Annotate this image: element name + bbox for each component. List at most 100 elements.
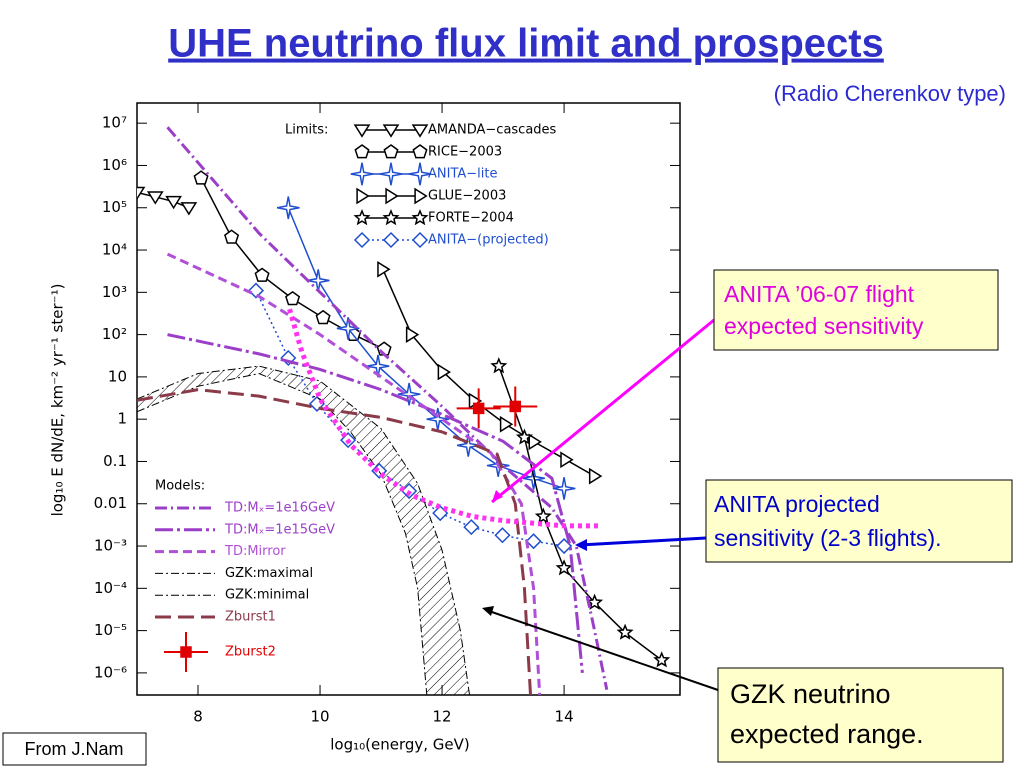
marker [499, 415, 514, 433]
legend-label: FORTE−2004 [428, 211, 514, 226]
marker [180, 202, 198, 216]
legend-label: ANITA−(projected) [428, 233, 549, 248]
legend-marker [412, 144, 428, 159]
y-tick-label: 10⁻³ [94, 537, 127, 555]
axes: 8 10 12 14 10⁷ 10⁶ 10⁵ 10⁴ 10³ 10² 10 1 0.1 0.01 10⁻³ 1… [94, 103, 680, 726]
callout-arrow [579, 536, 707, 547]
credit-box [2, 732, 147, 766]
marker [336, 317, 360, 340]
legend-marker [383, 144, 399, 159]
legend-label: Zburst1 [225, 610, 276, 625]
legend-marker [382, 231, 400, 249]
marker [276, 196, 300, 220]
y-tick-label: 10⁷ [102, 114, 127, 132]
callout-box [713, 269, 999, 351]
callout-arrow [491, 318, 715, 504]
callout-text: ANITA ’06-07 flight [724, 281, 915, 307]
legend-label: GLUE−2003 [428, 189, 506, 204]
legend-label: TD:Mₓ=1e16GeV [224, 501, 335, 516]
callout-arrow [485, 609, 719, 691]
legend-marker [414, 187, 428, 205]
marker [377, 260, 391, 278]
marker [490, 357, 508, 374]
marker [285, 290, 301, 306]
x-tick-label: 10 [310, 708, 329, 726]
marker [552, 477, 576, 500]
legend-marker [353, 209, 371, 226]
legend-marker [350, 162, 374, 186]
x-tick-label: 14 [555, 708, 574, 726]
series-line [137, 388, 533, 695]
marker [247, 282, 265, 299]
y-tick-label: 1 [117, 410, 127, 428]
legend-label: RICE−2003 [428, 145, 502, 160]
marker [560, 451, 574, 469]
legend-marker [411, 231, 429, 249]
legend-marker [353, 231, 371, 249]
marker [366, 354, 390, 378]
marker [137, 186, 146, 201]
callout-text: ANITA projected [714, 491, 880, 517]
y-tick-label: 10⁴ [102, 241, 127, 259]
gzk-band [137, 366, 470, 695]
y-tick-label: 10⁻⁵ [94, 621, 127, 639]
x-tick-label: 12 [433, 708, 452, 726]
callout-text: sensitivity (2-3 flights). [714, 525, 942, 551]
y-tick-label: 10 [108, 367, 127, 385]
legend-marker [382, 124, 400, 138]
y-tick-label: 0.1 [103, 452, 127, 470]
legend-marker [180, 646, 192, 658]
legend-marker [385, 187, 399, 205]
legend-label: AMANDA−cascades [428, 123, 557, 138]
series-line [137, 373, 428, 695]
credit: From J.Nam [25, 739, 124, 759]
legend-marker [408, 162, 432, 186]
marker [515, 428, 533, 445]
legend-label: GZK:maximal [225, 566, 313, 581]
marker [315, 309, 331, 325]
legend-label: GZK:minimal [225, 588, 309, 603]
marker [528, 433, 542, 451]
marker [405, 326, 420, 343]
arrow-head [482, 606, 494, 616]
marker [165, 195, 182, 210]
marker [254, 267, 270, 282]
series-line [166, 126, 609, 691]
series-line [137, 191, 190, 209]
plot-area [137, 126, 671, 695]
marker [616, 623, 634, 640]
marker [456, 434, 480, 457]
legend-marker [356, 187, 370, 205]
slide-subtitle: (Radio Cherenkov type) [774, 81, 1006, 106]
callout-text: GZK neutrino [730, 679, 891, 709]
legend-marker [379, 162, 403, 186]
legend: Limits: Models: AMANDA−cascades RICE−2003 AN… [155, 123, 557, 672]
y-tick-label: 10⁶ [102, 156, 127, 174]
legend-title: Models: [155, 479, 205, 494]
series-line [166, 252, 542, 695]
marker [146, 191, 164, 205]
y-tick-label: 10⁻⁴ [94, 579, 127, 597]
legend-marker [353, 124, 371, 138]
y-axis-label: log₁₀ E dN/dE, km⁻² yr⁻¹ ster⁻¹) [49, 284, 67, 517]
arrow-head [575, 539, 587, 551]
legend-marker [354, 144, 370, 159]
marker [437, 363, 451, 381]
series-line [137, 365, 471, 695]
marker [534, 507, 552, 524]
slide-title: UHE neutrino flux limit and prospects [168, 22, 884, 66]
legend-label: Zburst2 [225, 645, 276, 660]
y-tick-label: 10³ [102, 283, 127, 301]
y-tick-label: 10⁵ [102, 198, 127, 216]
marker [509, 400, 522, 413]
marker [193, 170, 209, 185]
y-tick-label: 10⁻⁶ [94, 663, 127, 681]
y-tick-label: 0.01 [94, 494, 127, 512]
callout-box [717, 667, 1004, 763]
marker [463, 519, 480, 536]
callout-box [705, 479, 1013, 563]
legend-label: ANITA−lite [428, 167, 498, 182]
legend-label: TD:Mirror [224, 544, 286, 559]
marker [525, 533, 542, 550]
